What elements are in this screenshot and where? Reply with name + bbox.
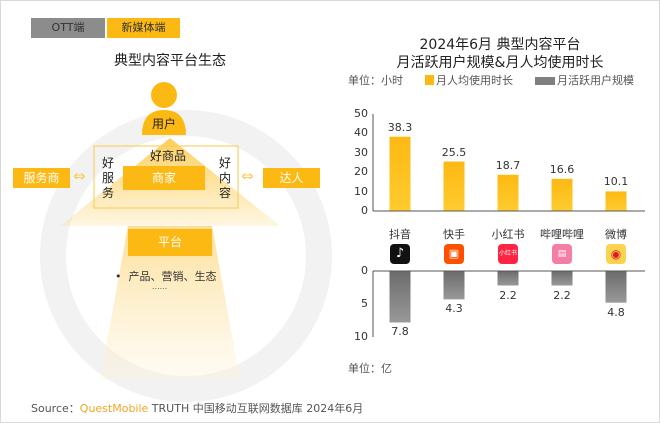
data-label-duration: 25.5 (441, 145, 467, 159)
bar-chart (372, 114, 645, 337)
tab-new-media[interactable]: 新媒体端 (107, 18, 180, 38)
category-label: 哔哩哔哩 (540, 228, 584, 241)
chart-title: 2024年6月 典型内容平台 月活跃用户规模&月人均使用时长 (340, 36, 660, 72)
source-brand: QuestMobile (79, 402, 149, 415)
good-goods-label: 好商品 (149, 149, 186, 163)
bilibili-icon: ▤ (552, 244, 572, 264)
bar-duration (389, 136, 411, 211)
user-head (151, 82, 177, 108)
ellipsis: ...... (152, 282, 168, 291)
tab-ott[interactable]: OTT端 (31, 18, 105, 38)
y-tick-top: 50 (354, 107, 368, 120)
data-label-mau: 4.8 (607, 305, 625, 319)
legend-duration-label: 月人均使用时长 (436, 74, 513, 87)
y-tick-bottom: 10 (354, 330, 368, 343)
merchant-box: 商家 (123, 166, 205, 190)
chart-title-line2: 月活跃用户规模&月人均使用时长 (396, 55, 604, 71)
unit-yi: 单位：亿 (348, 362, 392, 375)
bar-duration (443, 161, 465, 211)
source-rest: TRUTH 中国移动互联网数据库 2024年6月 (148, 402, 364, 415)
category-label: 微博 (605, 228, 627, 241)
bar-mau (389, 271, 411, 323)
user-body (142, 110, 186, 135)
influencer-box: 达人 (263, 168, 320, 188)
xiaohongshu-icon: 小红书 (498, 244, 518, 264)
diagram-title: 典型内容平台生态 (114, 53, 226, 69)
unit-hours: 单位：小时 (348, 74, 403, 87)
bar-duration (605, 191, 627, 211)
good-service-label: 好服务 (101, 156, 114, 200)
category-label: 抖音 (389, 228, 411, 241)
bar-mau (605, 271, 627, 303)
category-label: 快手 (443, 228, 465, 241)
y-tick-top: 10 (354, 184, 368, 198)
legend-mau: 月活跃用户规模 (535, 72, 634, 88)
legend-swatch-yellow (425, 75, 434, 85)
bar-duration (551, 178, 573, 211)
legend-mau-label: 月活跃用户规模 (557, 74, 634, 87)
data-label-mau: 7.8 (391, 325, 409, 339)
y-tick-top: 20 (354, 165, 368, 179)
data-label-mau: 2.2 (553, 288, 571, 302)
inner-frame (93, 145, 239, 209)
legend-duration: 月人均使用时长 (425, 72, 513, 88)
chart-title-line1: 2024年6月 典型内容平台 (419, 37, 581, 53)
bar-mau (497, 271, 519, 286)
platform-bullet-text: 产品、营销、生态 (128, 270, 217, 283)
data-label-duration: 16.6 (549, 162, 575, 176)
category-label: 小红书 (491, 228, 525, 241)
data-label-mau: 4.3 (445, 302, 463, 316)
bar-mau (443, 271, 465, 300)
data-label-duration: 18.7 (495, 158, 521, 172)
data-label-mau: 2.2 (499, 288, 517, 302)
legend-swatch-gray (535, 77, 555, 85)
y-tick-bottom: 0 (361, 264, 368, 277)
y-tick-top: 30 (354, 145, 368, 159)
service-provider-box: 服务商 (13, 168, 70, 188)
beam-base (100, 226, 240, 380)
platform-bullet: • 产品、营销、生态 (115, 268, 216, 284)
bullet-dot: • (115, 270, 129, 283)
bar-duration (497, 174, 519, 211)
source-prefix: Source： (31, 402, 80, 415)
user-label: 用户 (151, 117, 176, 131)
weibo-icon: ◉ (606, 244, 626, 264)
kuaishou-icon: ▣ (444, 244, 464, 264)
douyin-icon: ♪ (390, 244, 410, 264)
data-label-duration: 38.3 (387, 120, 413, 134)
double-arrow-right-icon: ⇔ (241, 167, 254, 185)
source-line: Source：QuestMobile TRUTH 中国移动互联网数据库 2024… (31, 400, 363, 416)
double-arrow-left-icon: ⇔ (73, 167, 86, 185)
data-label-duration: 10.1 (603, 175, 629, 189)
bar-mau (551, 271, 573, 286)
good-content-label: 好内容 (218, 156, 231, 200)
y-tick-bottom: 5 (361, 297, 368, 310)
platform-box: 平台 (128, 229, 212, 256)
y-tick-top: 0 (361, 204, 368, 217)
y-tick-top: 40 (354, 126, 368, 140)
